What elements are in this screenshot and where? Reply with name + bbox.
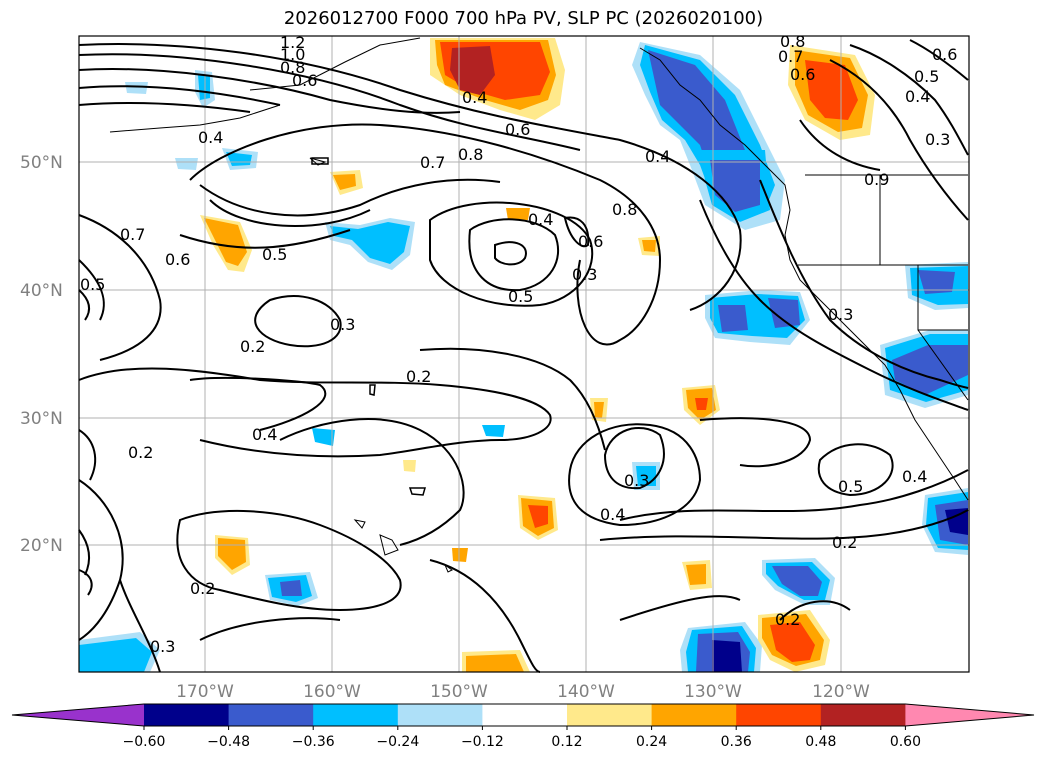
contour-label: 0.4 xyxy=(462,88,487,107)
contour-label: 0.4 xyxy=(645,147,670,166)
contour-label: 0.6 xyxy=(790,65,815,84)
colorbar-segment xyxy=(313,704,399,726)
contour-label: 0.3 xyxy=(925,130,950,149)
contour-label: 0.2 xyxy=(128,443,153,462)
island-outlines xyxy=(311,157,426,496)
colorbar-tick-label: 0.36 xyxy=(721,734,752,750)
lon-label-160w: 160°W xyxy=(303,682,361,702)
slp-contours xyxy=(78,39,969,673)
lon-label-150w: 150°W xyxy=(430,682,488,702)
contour-label: 0.5 xyxy=(914,67,939,86)
map-border xyxy=(78,35,970,673)
coastlines xyxy=(109,37,969,573)
contour-label: 0.6 xyxy=(292,71,317,90)
pv-shading xyxy=(79,38,968,672)
contour-label: 0.4 xyxy=(252,425,277,444)
map-title: 2026012700 F000 700 hPa PV, SLP PC (2026… xyxy=(283,8,764,29)
contour-label: 0.4 xyxy=(528,210,553,229)
contour-label: 0.3 xyxy=(150,637,175,656)
lon-label-120w: 120°W xyxy=(812,682,870,702)
latitude-labels: 50°N 40°N 30°N 20°N xyxy=(20,153,63,556)
contour-label: 0.2 xyxy=(406,367,431,386)
contour-label: 0.5 xyxy=(508,287,533,306)
contour-label: 0.4 xyxy=(902,467,927,486)
colorbar-segment xyxy=(651,704,737,726)
contour-label: 0.7 xyxy=(778,47,803,66)
contour-labels: 1.2 1.0 0.8 0.6 0.4 0.6 0.4 0.7 0.8 0.7 … xyxy=(80,32,957,656)
contour-label: 0.2 xyxy=(190,579,215,598)
contour-label: 0.8 xyxy=(780,32,805,51)
colorbar-segment xyxy=(820,704,906,726)
lon-label-140w: 140°W xyxy=(557,682,615,702)
colorbar-tick-label: −0.24 xyxy=(376,734,419,750)
contour-label: 0.4 xyxy=(198,128,223,147)
lat-label-40n: 40°N xyxy=(20,281,63,301)
colorbar-segment xyxy=(482,704,568,726)
contour-label: 0.7 xyxy=(420,153,445,172)
contour-label: 0.5 xyxy=(80,275,105,294)
lon-label-130w: 130°W xyxy=(684,682,742,702)
contour-label: 0.8 xyxy=(612,200,637,219)
colorbar-tick-label: 0.24 xyxy=(636,734,667,750)
contour-label: 0.5 xyxy=(838,477,863,496)
colorbar-tick-label: −0.48 xyxy=(207,734,250,750)
contour-label: 1.2 xyxy=(280,33,305,52)
colorbar: −0.60 −0.48 −0.36 −0.24 −0.12 0.12 0.24 0.36 0.4… xyxy=(11,703,1035,750)
contour-label: 0.3 xyxy=(624,471,649,490)
lat-label-20n: 20°N xyxy=(20,536,63,556)
contour-label: 0.4 xyxy=(905,87,930,106)
contour-label: 0.6 xyxy=(505,120,530,139)
contour-label: 0.8 xyxy=(458,145,483,164)
colorbar-tick-label: 0.60 xyxy=(890,734,921,750)
colorbar-tick-label: −0.60 xyxy=(123,734,166,750)
contour-label: 0.2 xyxy=(775,610,800,629)
colorbar-segment xyxy=(144,704,230,726)
contour-label: 0.9 xyxy=(864,170,889,189)
colorbar-segment xyxy=(397,704,483,726)
colorbar-segment xyxy=(736,704,822,726)
colorbar-segment xyxy=(228,704,314,726)
contour-label: 0.3 xyxy=(572,265,597,284)
contour-label: 0.3 xyxy=(330,315,355,334)
colorbar-tick-label: −0.36 xyxy=(292,734,335,750)
colorbar-extend-low xyxy=(12,704,144,726)
contour-label: 0.2 xyxy=(240,337,265,356)
contour-label: 0.8 xyxy=(280,58,305,77)
lon-label-170w: 170°W xyxy=(176,682,234,702)
colorbar-extend-high xyxy=(905,704,1034,726)
contour-label: 1.0 xyxy=(280,45,305,64)
colorbar-tick-label: 0.48 xyxy=(805,734,836,750)
contour-label: 0.2 xyxy=(832,533,857,552)
map-area: 1.2 1.0 0.8 0.6 0.4 0.6 0.4 0.7 0.8 0.7 … xyxy=(78,32,970,673)
contour-label: 0.3 xyxy=(828,305,853,324)
colorbar-tick-label: −0.12 xyxy=(461,734,504,750)
contour-label: 0.6 xyxy=(165,250,190,269)
colorbar-tick-label: 0.12 xyxy=(551,734,582,750)
graticule xyxy=(79,36,969,672)
contour-label: 0.7 xyxy=(120,225,145,244)
colorbar-segment xyxy=(567,704,653,726)
lat-label-50n: 50°N xyxy=(20,153,63,173)
lat-label-30n: 30°N xyxy=(20,409,63,429)
contour-label: 0.6 xyxy=(932,45,957,64)
contour-label: 0.4 xyxy=(600,505,625,524)
contour-label: 0.5 xyxy=(262,245,287,264)
longitude-labels: 170°W 160°W 150°W 140°W 130°W 120°W xyxy=(176,682,870,702)
contour-label: 0.6 xyxy=(578,232,603,251)
